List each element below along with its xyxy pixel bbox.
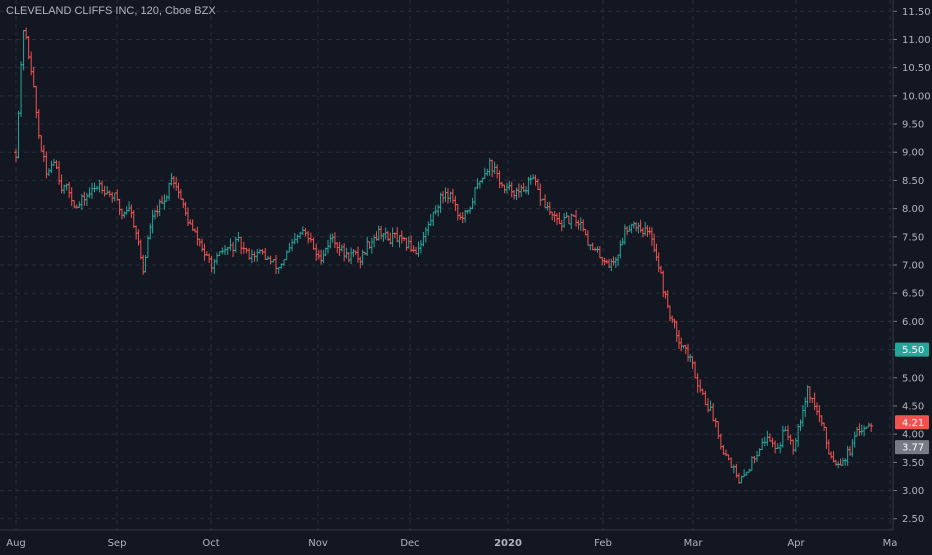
x-tick-label: Sep: [108, 538, 127, 549]
y-tick-label: 11.50: [902, 7, 931, 18]
y-tick-label: 7.00: [902, 261, 924, 272]
y-tick-label: 8.00: [902, 204, 924, 215]
y-tick-label: 6.00: [902, 317, 924, 328]
x-tick-label: Oct: [202, 538, 219, 549]
y-tick-label: 11.00: [902, 35, 931, 46]
y-tick-label: 9.50: [902, 120, 924, 131]
price-label-target-text: 5.50: [902, 345, 924, 356]
x-tick-label: Dec: [400, 538, 419, 549]
y-tick-label: 9.00: [902, 148, 924, 159]
price-label-last: [895, 415, 929, 430]
price-label-entry-text: 3.77: [902, 443, 924, 454]
price-label-entry: [895, 440, 929, 455]
y-tick-label: 5.00: [902, 373, 924, 384]
x-tick-label: Apr: [787, 538, 805, 549]
y-tick-label: 10.00: [902, 91, 931, 102]
x-tick-label: Feb: [594, 538, 612, 549]
y-tick-label: 8.50: [902, 176, 924, 187]
x-tick-label: Nov: [308, 538, 328, 549]
x-tick-label: Ma: [883, 538, 898, 549]
y-tick-label: 10.50: [902, 63, 931, 74]
y-tick-label: 2.50: [902, 514, 924, 525]
x-tick-label: Mar: [684, 538, 704, 549]
chart-title: CLEVELAND CLIFFS INC, 120, Cboe BZX: [6, 5, 216, 17]
y-tick-label: 6.50: [902, 289, 924, 300]
y-tick-label: 3.50: [902, 458, 924, 469]
y-tick-label: 4.50: [902, 401, 924, 412]
price-label-target: [895, 342, 929, 357]
y-tick-label: 7.50: [902, 232, 924, 243]
x-tick-label: Aug: [6, 538, 26, 549]
price-label-last-text: 4.21: [902, 418, 924, 429]
y-tick-label: 3.00: [902, 486, 924, 497]
x-tick-label: 2020: [494, 538, 522, 549]
y-tick-label: 4.00: [902, 430, 924, 441]
